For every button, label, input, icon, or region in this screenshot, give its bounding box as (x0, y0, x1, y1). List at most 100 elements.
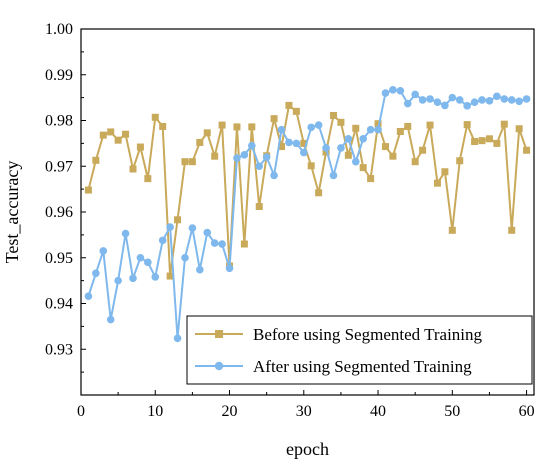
data-point-square (500, 120, 508, 128)
data-point-square (411, 158, 419, 166)
data-point-square (285, 101, 293, 109)
data-point-circle (396, 86, 405, 95)
data-point-circle (359, 135, 367, 143)
data-point-circle (307, 123, 316, 132)
data-point-circle (144, 258, 152, 267)
data-point-square (359, 164, 367, 172)
data-point-square (122, 130, 130, 138)
data-point-circle (522, 95, 531, 103)
data-point-circle (114, 276, 122, 285)
data-point-square (367, 175, 375, 183)
data-point-square (107, 128, 115, 136)
data-point-circle (493, 92, 501, 101)
data-point-circle (210, 239, 219, 247)
data-point-square (396, 127, 404, 135)
data-point-circle (485, 97, 494, 105)
data-point-square (426, 121, 434, 129)
axes: 0 10 20 30 40 50 60 0.93 0.94 0.95 0.96 0.97 0.98 0.9… (45, 21, 535, 420)
data-point-square (248, 123, 256, 131)
data-point-square (478, 137, 486, 145)
data-point-square (344, 151, 352, 159)
data-point-circle (218, 240, 226, 248)
data-point-circle (403, 99, 412, 108)
legend-item-2: After using Segmented Training (195, 357, 472, 376)
data-point-circle (203, 228, 212, 237)
data-point-square (515, 125, 523, 133)
data-point-square (493, 139, 501, 147)
y-tick-label: 0.93 (45, 341, 73, 358)
data-point-circle (470, 98, 479, 106)
data-point-circle (351, 157, 360, 166)
x-tick-label: 60 (519, 403, 535, 420)
legend: Before using Segmented Training After usi… (186, 315, 533, 385)
data-point-circle (166, 223, 174, 231)
data-point-circle (196, 265, 204, 274)
data-point-circle (448, 93, 457, 102)
data-point-square (404, 122, 412, 130)
data-point-circle (181, 253, 189, 262)
data-point-square (92, 156, 100, 164)
data-point-circle (374, 125, 382, 134)
legend-item-1: Before using Segmented Training (195, 325, 483, 344)
data-point-circle (381, 89, 390, 97)
data-point-square (255, 203, 263, 211)
data-point-square (240, 240, 248, 248)
data-point-circle (299, 148, 308, 157)
data-point-square (485, 135, 493, 143)
data-point-circle (441, 101, 449, 110)
data-point-circle (158, 236, 167, 245)
data-point-circle (426, 95, 434, 103)
data-point-square (188, 158, 196, 166)
y-tick-label: 0.98 (45, 113, 73, 130)
data-point-square (99, 131, 107, 139)
data-point-circle (292, 139, 301, 148)
y-tick-label: 1.00 (45, 21, 73, 38)
data-point-square (389, 152, 397, 160)
data-point-square (174, 216, 182, 224)
data-point-square (144, 175, 152, 183)
data-point-circle (270, 171, 278, 180)
data-point-circle (463, 102, 471, 110)
data-point-circle (240, 151, 249, 159)
data-point-circle (329, 171, 338, 180)
data-point-square (381, 143, 389, 151)
data-point-square (136, 143, 144, 151)
data-point-circle (121, 229, 130, 238)
data-point-square (151, 113, 159, 121)
data-point-square (329, 111, 337, 119)
data-point-square (181, 158, 189, 166)
series-layer (84, 86, 531, 343)
y-tick-label: 0.94 (45, 296, 73, 313)
x-tick-label: 50 (444, 403, 460, 420)
data-point-square (307, 162, 315, 170)
x-tick-label: 40 (370, 403, 386, 420)
data-point-square (463, 121, 471, 129)
data-point-circle (411, 90, 419, 99)
y-tick-label: 0.97 (45, 158, 73, 175)
data-point-square (196, 138, 204, 146)
data-point-circle (277, 125, 286, 134)
data-point-circle (285, 138, 293, 147)
data-point-circle (455, 96, 464, 104)
data-point-square (337, 118, 345, 126)
y-tick-label: 0.96 (45, 204, 73, 221)
data-point-square (129, 165, 137, 173)
data-point-circle (389, 86, 397, 94)
data-point-circle (99, 247, 108, 255)
data-point-circle (233, 154, 241, 162)
data-point-circle (255, 162, 264, 171)
data-point-circle (478, 96, 486, 104)
data-point-circle (106, 315, 115, 324)
x-tick-label: 30 (296, 403, 312, 420)
data-point-square (166, 272, 174, 280)
x-tick-label: 0 (77, 403, 85, 420)
y-tick-label: 0.99 (45, 67, 73, 84)
data-point-circle (188, 224, 197, 232)
data-point-circle (366, 125, 375, 134)
data-point-square (114, 136, 122, 144)
data-point-circle (248, 141, 256, 150)
data-point-square (315, 189, 323, 197)
data-point-square (203, 129, 211, 137)
data-point-square (433, 179, 441, 187)
